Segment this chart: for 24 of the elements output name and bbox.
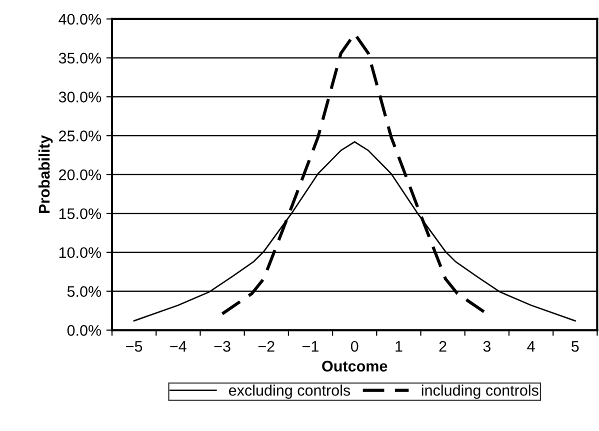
y-axis-title: Probability	[38, 135, 53, 214]
legend-label: excluding controls	[228, 384, 350, 399]
y-tick-label: 15.0%	[59, 208, 102, 220]
y-tick-label: 40.0%	[58, 14, 102, 25]
y-tick-label: 25.0%	[59, 130, 102, 142]
x-tick-label: 0	[350, 340, 358, 352]
x-tick-label: −4	[170, 341, 186, 352]
y-tick-label: 35.0%	[58, 52, 102, 64]
legend-label: including controls	[422, 384, 538, 399]
x-tick-label: 5	[572, 341, 579, 352]
x-tick-label: 3	[483, 340, 491, 352]
y-tick-label: 5.0%	[67, 286, 102, 297]
x-tick-label: −5	[126, 341, 142, 352]
y-tick-label: 10.0%	[59, 247, 102, 258]
x-tick-label: −2	[258, 340, 274, 352]
x-tick-label: −3	[214, 340, 230, 352]
x-tick-label: 1	[396, 341, 402, 352]
y-tick-label: 0.0%	[67, 325, 102, 336]
x-tick-label: −1	[302, 341, 318, 352]
y-tick-label: 20.0%	[59, 169, 102, 180]
x-tick-label: 2	[439, 340, 446, 352]
x-axis-title: Outcome	[322, 360, 388, 372]
y-tick-label: 30.0%	[58, 92, 102, 102]
x-tick-label: 4	[527, 341, 535, 352]
